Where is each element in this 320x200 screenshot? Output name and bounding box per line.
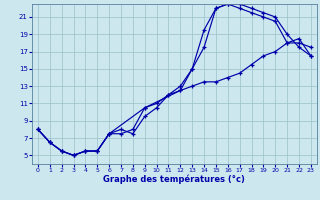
X-axis label: Graphe des températures (°c): Graphe des températures (°c) xyxy=(103,175,245,184)
